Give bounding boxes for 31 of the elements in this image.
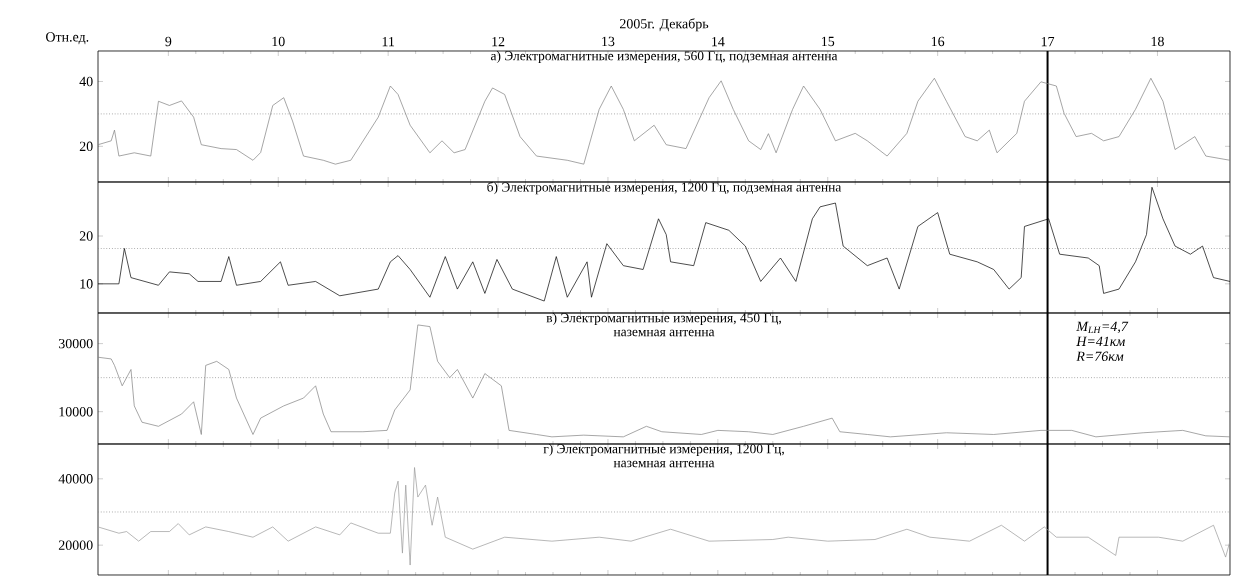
chart-title: б) Электромагнитные измерения, 1200 Гц, подземная антенна	[487, 181, 842, 195]
text: наземная антенна	[613, 329, 715, 337]
x-tick-label: 17	[1041, 36, 1055, 47]
x-tick-label: 15	[822, 36, 835, 47]
annotation: R=76км	[1076, 351, 1124, 361]
line-series	[98, 467, 1230, 566]
x-tick-label: 13	[602, 36, 615, 47]
x-tick-label: 12	[492, 36, 505, 47]
text: наземная антенна	[613, 460, 715, 468]
y-tick-label: 20	[79, 231, 93, 241]
x-tick-label: 14	[712, 36, 725, 47]
x-tick-label: 18	[1151, 36, 1164, 47]
x-tick-label: 11	[382, 36, 395, 47]
y-tick-label: 10000	[59, 406, 93, 417]
annotation: M$_{LH}$=4,7	[1076, 321, 1129, 334]
y-axis-title: Отн.ед.	[46, 32, 89, 45]
chart-title: в) Электромагнитные измерения, 450 Гц,	[546, 312, 781, 326]
x-tick-label: 10	[272, 36, 285, 47]
x-tick-label: 16	[931, 36, 945, 47]
x-axis-title: 2005г. Декабрь	[619, 18, 709, 32]
y-tick-label: 10	[80, 279, 93, 289]
y-tick-label: 30000	[58, 338, 93, 349]
chart-title: г) Электромагнитные измерения, 1200 Гц,	[543, 443, 784, 457]
x-tick-label: 9	[165, 36, 172, 47]
y-tick-label: 20	[79, 141, 93, 152]
y-tick-label: 40	[79, 76, 93, 87]
annotation: H=41км	[1076, 336, 1125, 347]
y-tick-label: 20000	[58, 540, 93, 550]
chart-title: а) Электромагнитные измерения, 560 Гц, подземная антенна	[490, 50, 838, 64]
line-series	[98, 77, 1230, 165]
y-tick-label: 40000	[58, 474, 93, 484]
